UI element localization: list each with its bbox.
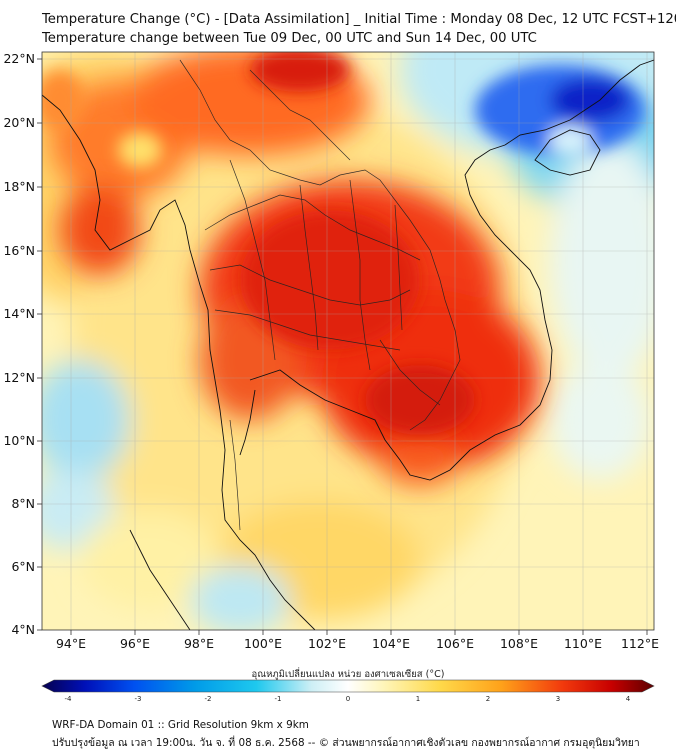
colorbar-tick: 1	[416, 695, 420, 703]
colorbar-label: อุณหภูมิเปลี่ยนแปลง หน่วย องศาเซลเซียส (…	[252, 667, 445, 680]
lat-label: 20°N	[3, 115, 35, 130]
lon-label: 102°E	[308, 636, 346, 651]
lon-label: 104°E	[372, 636, 410, 651]
coastlines	[42, 59, 654, 630]
lon-label: 108°E	[500, 636, 538, 651]
lon-label: 98°E	[184, 636, 214, 651]
lat-label: 10°N	[3, 433, 35, 448]
footer-model-info: WRF-DA Domain 01 :: Grid Resolution 9km …	[52, 719, 309, 731]
lon-label: 110°E	[564, 636, 602, 651]
lon-label: 94°E	[56, 636, 86, 651]
colorbar-tick: 3	[556, 695, 560, 703]
temperature-field	[42, 52, 654, 630]
lat-label: 8°N	[11, 496, 35, 511]
lat-label: 6°N	[11, 559, 35, 574]
map-frame	[41, 51, 655, 631]
lon-label: 106°E	[436, 636, 474, 651]
axis-ticks	[37, 58, 648, 635]
admin-borders	[179, 59, 461, 531]
lat-label: 22°N	[3, 51, 35, 66]
graticule	[42, 52, 654, 630]
colorbar-tick: 0	[346, 695, 350, 703]
lon-label: 112°E	[621, 636, 659, 651]
lat-label: 16°N	[3, 243, 35, 258]
lon-label: 100°E	[244, 636, 282, 651]
colorbar-tick: -1	[275, 695, 282, 703]
colorbar-tick: 4	[626, 695, 631, 703]
lon-label: 96°E	[120, 636, 150, 651]
colorbar-tick: 2	[486, 695, 490, 703]
colorbar-tick: -3	[135, 695, 142, 703]
lat-label: 18°N	[3, 179, 35, 194]
map-subtitle: Temperature change between Tue 09 Dec, 0…	[42, 31, 537, 46]
footer-credit: ปรับปรุงข้อมูล ณ เวลา 19:00น. วัน จ. ที่…	[52, 737, 640, 749]
lat-label: 12°N	[3, 370, 35, 385]
colorbar-tick: -2	[205, 695, 212, 703]
map-title: Temperature Change (°C) - [Data Assimila…	[42, 12, 676, 27]
colorbar-tick: -4	[65, 695, 73, 703]
lat-label: 14°N	[3, 306, 35, 321]
lat-label: 4°N	[11, 622, 35, 637]
colorbar	[41, 679, 655, 693]
